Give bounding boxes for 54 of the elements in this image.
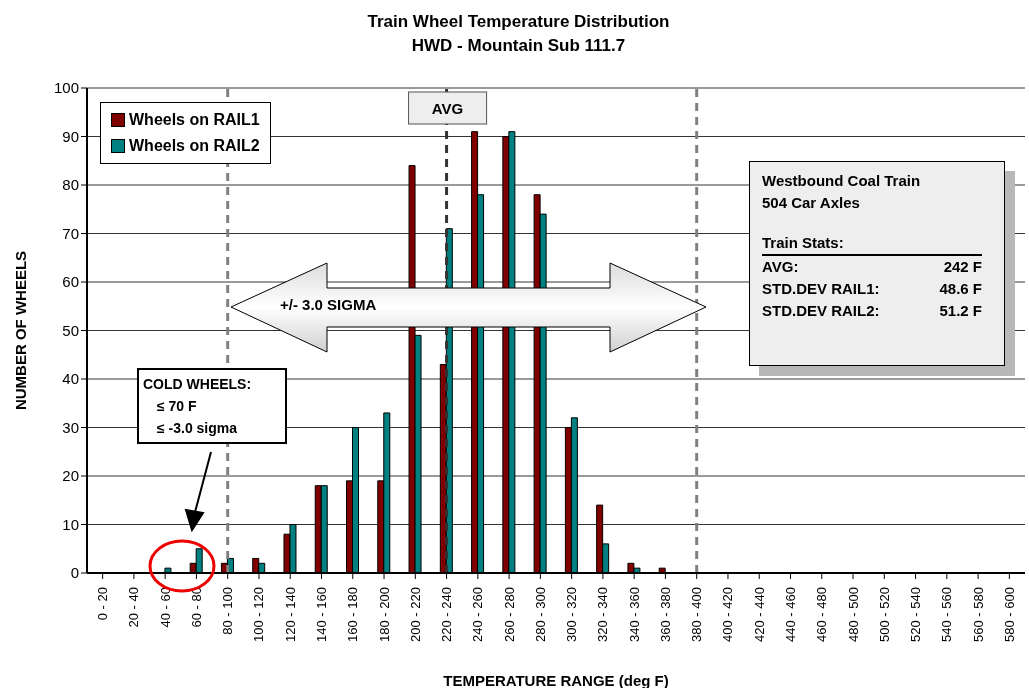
- x-tick-label: 440 - 460: [783, 587, 798, 642]
- info-box: Westbound Coal Train 504 Car Axles Train Stats: AVG: 242 F STD.DEV RAIL1: 48.6 F STD.DEV RAIL2: 51.2 F: [749, 161, 1005, 366]
- y-tick-label: 20: [62, 467, 79, 485]
- x-tick-label: 220 - 240: [439, 587, 455, 642]
- chart-title: Train Wheel Temperature Distribution: [366, 11, 671, 33]
- x-tick-label: 420 - 440: [751, 587, 767, 642]
- note-box: COLD WHEELS: ≤ 70 F ≤ -3.0 sigma: [137, 368, 287, 444]
- legend-label: Wheels on RAIL2: [129, 136, 260, 156]
- annotation: 504 Car Axles: [762, 193, 861, 213]
- x-tick-label: 20 - 40: [126, 587, 142, 628]
- x-tick-label: 540 - 560: [939, 587, 955, 642]
- x-tick-label: 180 - 200: [376, 587, 392, 642]
- annotation: Train Stats:: [762, 232, 982, 256]
- y-tick-label: 30: [62, 418, 79, 436]
- legend-label: Wheels on RAIL1: [129, 110, 260, 130]
- annotation: ≤ -3.0 sigma: [156, 419, 239, 438]
- x-tick-label: 340 - 360: [626, 587, 642, 642]
- x-tick-label: 400 - 420: [720, 587, 736, 642]
- y-tick-label: 10: [62, 515, 79, 533]
- y-tick-label: 90: [62, 127, 79, 145]
- y-tick-label: 60: [62, 273, 79, 291]
- annotation: ≤ 70 F: [156, 397, 198, 416]
- y-tick-label: 70: [62, 224, 79, 242]
- annotation: +/- 3.0 SIGMA: [280, 296, 377, 313]
- x-tick-label: 80 - 100: [220, 587, 236, 635]
- x-tick-label: 380 - 400: [689, 587, 705, 642]
- x-tick-label: 0 - 20: [95, 587, 111, 621]
- x-tick-label: 500 - 520: [876, 587, 892, 642]
- x-tick-label: 320 - 340: [595, 587, 611, 642]
- chart-subtitle: HWD - Mountain Sub 111.7: [410, 35, 627, 57]
- x-tick-label: 260 - 280: [501, 587, 517, 642]
- x-tick-label: 580 - 600: [1001, 587, 1017, 642]
- x-tick-label: 360 - 380: [657, 587, 673, 642]
- y-tick-label: 50: [62, 321, 79, 339]
- annotation: COLD WHEELS:: [143, 375, 253, 394]
- x-tick-label: 140 - 160: [314, 587, 329, 642]
- y-tick-label: 40: [62, 370, 79, 388]
- y-axis-title: NUMBER OF WHEELS: [12, 250, 30, 411]
- x-tick-label: 560 - 580: [970, 587, 986, 642]
- x-tick-label: 460 - 480: [814, 587, 830, 642]
- x-tick-label: 480 - 500: [845, 587, 861, 642]
- x-tick-label: 200 - 220: [407, 587, 423, 642]
- x-tick-label: 100 - 120: [251, 587, 267, 642]
- x-tick-label: 280 - 300: [532, 587, 548, 642]
- ref-line-label: AVG: [431, 99, 464, 117]
- y-tick-label: 0: [70, 564, 79, 582]
- x-tick-label: 160 - 180: [345, 587, 361, 642]
- annotation: Westbound Coal Train: [762, 171, 922, 191]
- y-tick-label: 100: [53, 79, 79, 97]
- x-tick-label: 240 - 260: [470, 587, 486, 642]
- x-tick-label: 120 - 140: [282, 587, 298, 642]
- y-tick-label: 80: [62, 176, 79, 194]
- x-tick-label: 520 - 540: [908, 587, 924, 642]
- x-tick-label: 300 - 320: [564, 587, 580, 642]
